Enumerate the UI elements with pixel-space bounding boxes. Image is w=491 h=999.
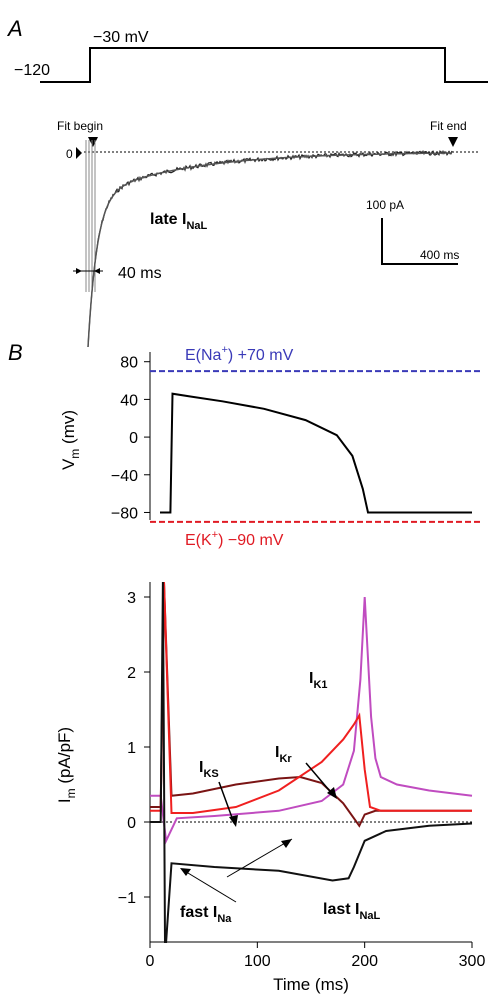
zero-marker (76, 147, 82, 159)
iks-label: IKS (199, 759, 219, 780)
interval-label: 40 ms (118, 265, 162, 282)
interval-arrow-left (76, 268, 82, 274)
im-x-tick-label: 300 (459, 953, 486, 970)
im-x-tick-label: 0 (146, 953, 155, 970)
im-plot: 3 2 1 0 −1 0 100 200 300 IK1 IKS IKr fast INa la… (55, 581, 486, 994)
action-potential-trace (160, 392, 472, 514)
panel-b-label: B (8, 340, 23, 365)
fit-begin-marker (88, 137, 98, 147)
vm-y-axis-label: Vm (mv) (59, 410, 82, 470)
vm-plot: 80 40 0 −40 −80 E(Na+) +70 mV E(K+) −90 mV V… (59, 344, 480, 549)
step-potential-label: −30 mV (93, 29, 149, 46)
series-ik1-line (150, 596, 473, 845)
vm-y-tick-label: 80 (120, 355, 138, 372)
fast-ina-arrow (182, 869, 237, 903)
holding-potential-label: −120 (14, 62, 50, 79)
im-y-tick-label: 1 (127, 740, 136, 757)
vm-y-tick-label: −80 (111, 505, 138, 522)
late-ina-trace (87, 149, 453, 348)
series-ikr-line (150, 581, 472, 814)
im-x-tick-label: 100 (244, 953, 271, 970)
iks-arrow (218, 781, 235, 824)
scale-bar (381, 218, 458, 265)
late-inal-label: late INaL (150, 211, 208, 232)
im-y-tick-label: 0 (127, 815, 136, 832)
last-inal-arrow (226, 838, 293, 878)
fit-begin-label: Fit begin (57, 119, 103, 133)
im-series (150, 581, 473, 943)
ik1-label: IK1 (309, 670, 328, 691)
vm-y-tick-label: −40 (111, 468, 138, 485)
im-y-tick-label: −1 (118, 890, 136, 907)
series-ina-line (150, 581, 473, 943)
fit-end-marker (448, 137, 458, 147)
scale-current-label: 100 pA (366, 198, 404, 212)
last-inal-label: last INaL (323, 901, 381, 922)
im-y-tick-label: 3 (127, 590, 136, 607)
late-ina-fit (87, 152, 452, 348)
panel-a-label: A (6, 16, 23, 41)
ikr-label: IKr (275, 744, 292, 765)
voltage-protocol-trace (40, 47, 488, 83)
im-y-axis-label: Im (pA/pF) (55, 727, 78, 803)
fast-ina-label: fast INa (180, 904, 232, 925)
ena-label: E(Na+) +70 mV (185, 344, 294, 364)
im-x-tick-label: 200 (351, 953, 378, 970)
fast-ina-arrowhead (180, 868, 191, 876)
last-inal-arrowhead (281, 839, 292, 848)
vm-ticks: 80 40 0 −40 −80 (111, 355, 150, 522)
vm-y-tick-label: 0 (129, 430, 138, 447)
im-x-axis-label: Time (ms) (273, 975, 349, 994)
zero-label: 0 (66, 147, 73, 161)
scale-time-label: 400 ms (420, 248, 459, 262)
iks-arrowhead (229, 815, 238, 827)
interval-arrow-right (94, 268, 100, 274)
ikr-arrowhead (327, 787, 337, 799)
fit-end-label: Fit end (430, 119, 467, 133)
ikr-arrow (305, 762, 335, 797)
im-ticks: 3 2 1 0 −1 0 100 200 300 (118, 590, 486, 970)
vm-y-tick-label: 40 (120, 392, 138, 409)
ek-label: E(K+) −90 mV (185, 529, 284, 549)
im-y-tick-label: 2 (127, 665, 136, 682)
